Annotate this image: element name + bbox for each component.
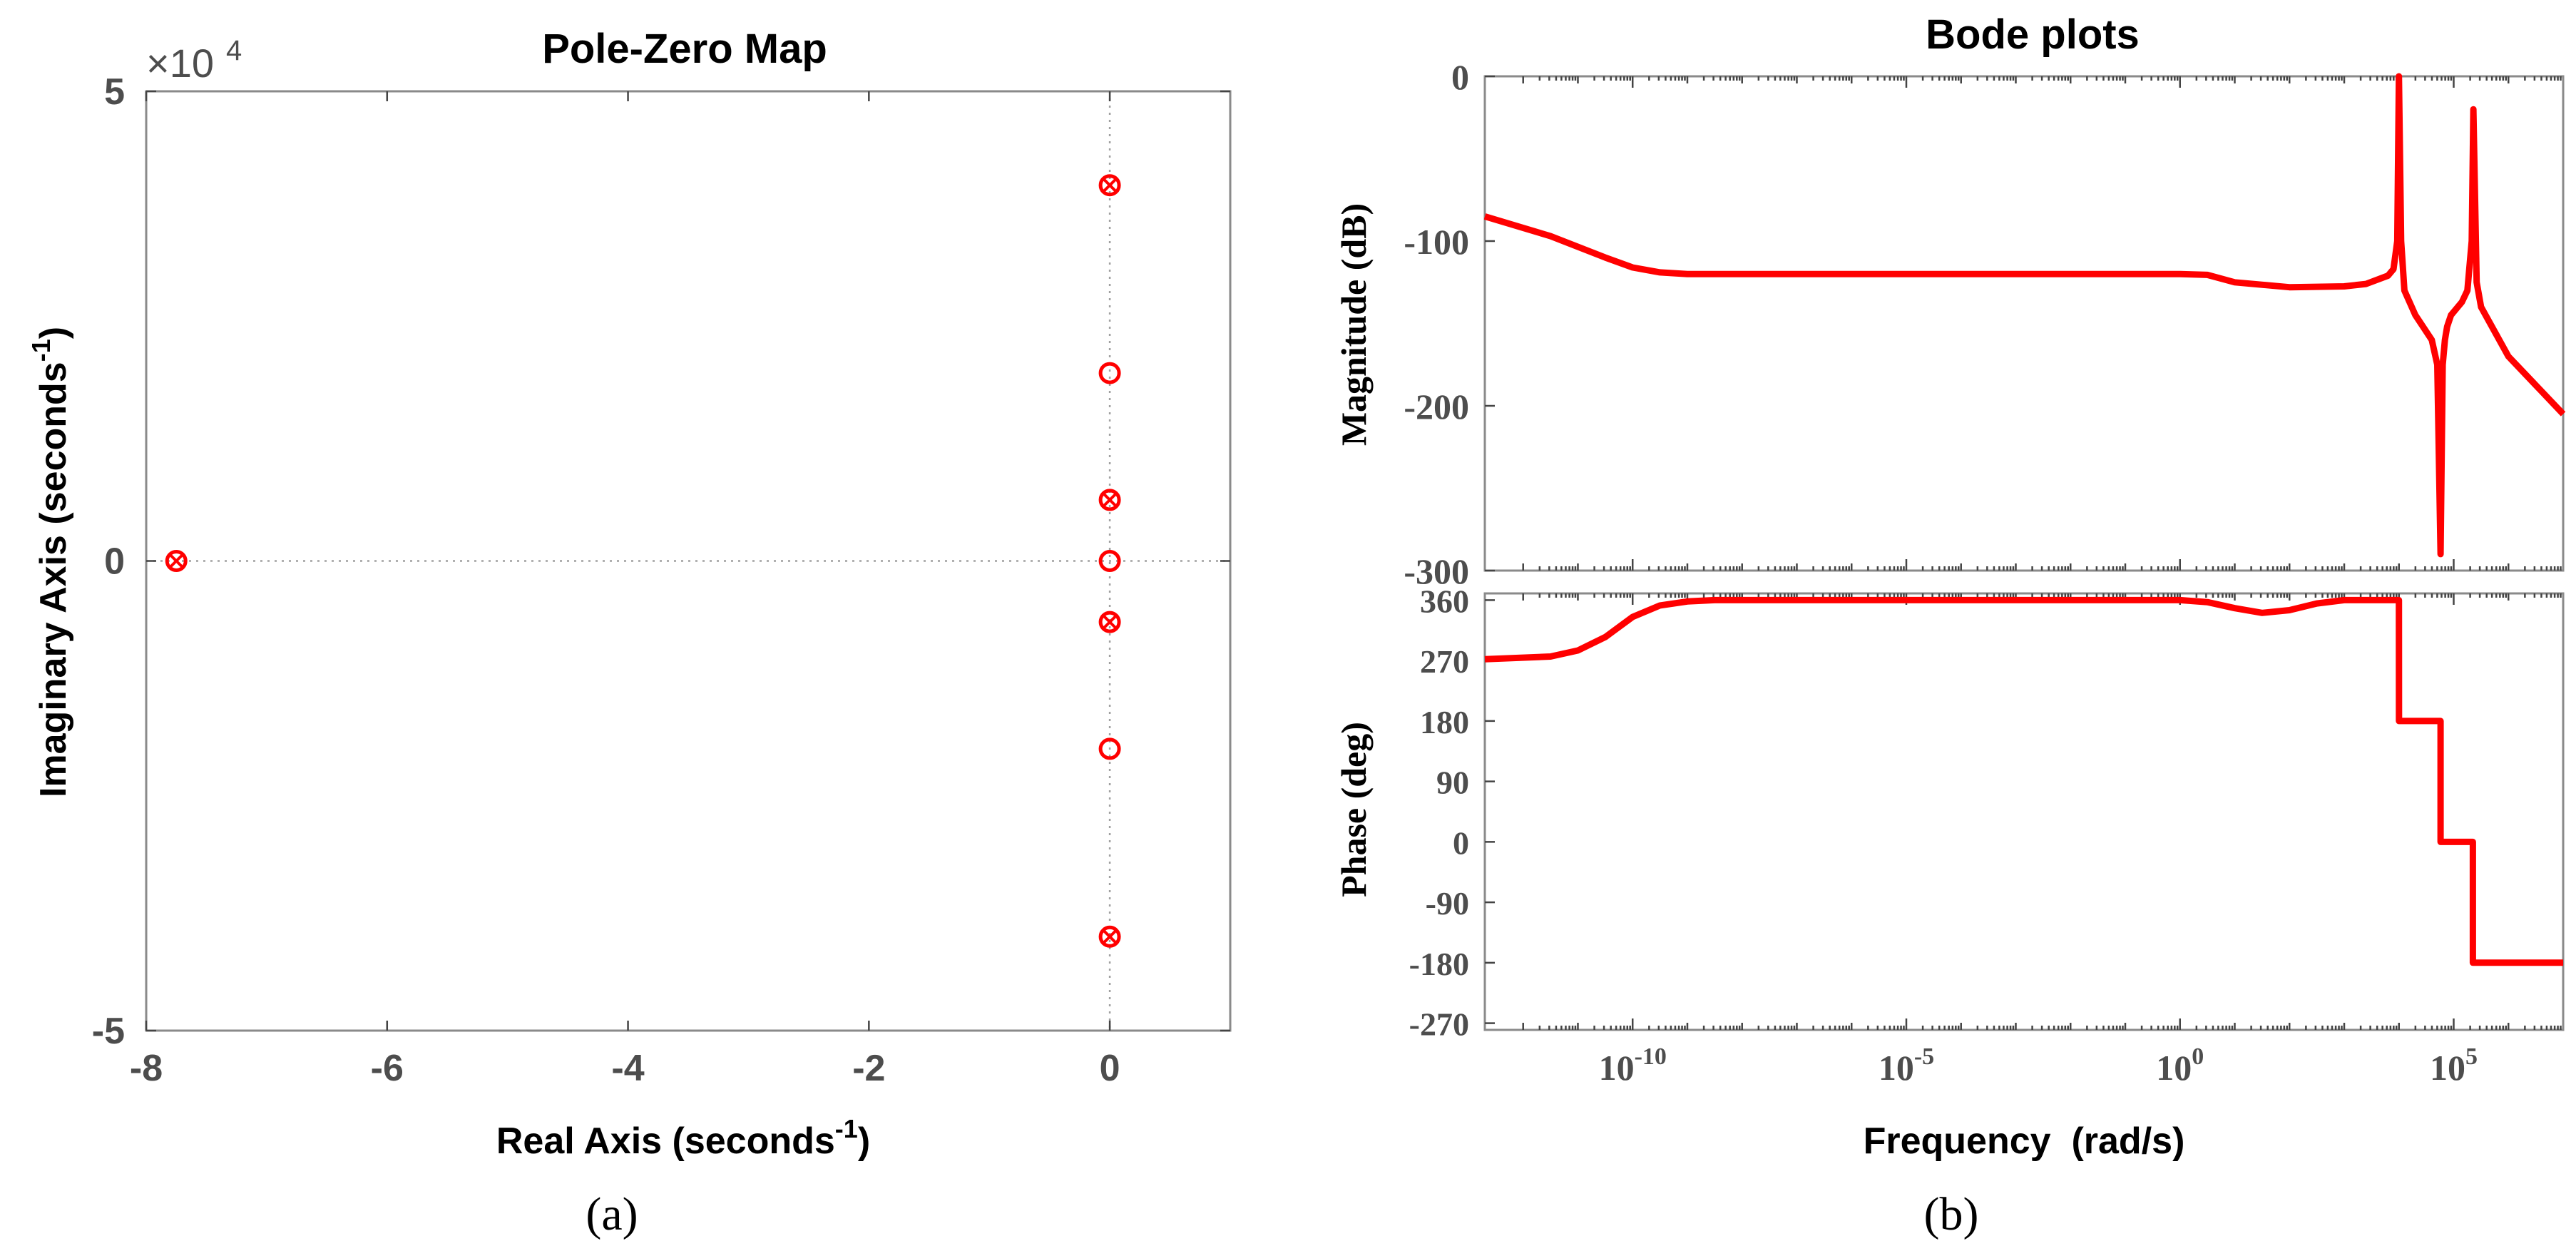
phase-ylabel: Phase (deg) — [1334, 722, 1374, 897]
zero-marker — [1098, 550, 1121, 572]
zero-marker — [165, 550, 188, 572]
pole-marker — [169, 554, 183, 568]
bode-xlabel: Frequency (rad/s) — [1864, 1120, 2185, 1162]
magnitude-ylabel: Magnitude (dB) — [1334, 203, 1374, 446]
bode-plots-chart: Bode plots 0 -100 -200 -300 360 270 180 90 0 -90… — [1334, 11, 2566, 1240]
zero-marker — [1098, 174, 1121, 197]
magnitude-y-ticks: 0 -100 -200 -300 — [1404, 57, 1495, 591]
pz-ylabel: Imaginary Axis (seconds-1) — [26, 327, 74, 797]
zero-marker — [1098, 737, 1121, 760]
bode-title: Bode plots — [1926, 11, 2140, 58]
bode-x-tick-label: 10-10 — [1599, 1043, 1667, 1088]
pz-ylabel-exp: -1 — [26, 339, 56, 362]
magnitude-plot-frame — [1483, 75, 2565, 572]
zero-marker — [1098, 611, 1121, 633]
bode-x-tick-label: 105 — [2430, 1043, 2478, 1088]
pz-xlabel-text: Real Axis (seconds — [496, 1120, 835, 1162]
pole-zero-title: Pole-Zero Map — [542, 26, 827, 72]
phase-y-tick-label: 0 — [1453, 824, 1469, 861]
pz-y-tick-label: -5 — [92, 1011, 125, 1052]
pole-marker-stroke — [1103, 615, 1117, 629]
phase-y-tick-label: -180 — [1409, 946, 1469, 982]
phase-y-tick-label: -270 — [1409, 1006, 1469, 1043]
caption-b: (b) — [1924, 1188, 1979, 1240]
pz-x-tick-label: 0 — [1100, 1048, 1120, 1089]
pz-y-multiplier: ×10 4 — [146, 35, 242, 86]
phase-plot-frame — [1483, 592, 2565, 1031]
bode-x-tick-label: 100 — [2156, 1043, 2204, 1088]
pz-x-tick-label: -8 — [130, 1048, 163, 1089]
phase-y-tick-label: 270 — [1420, 643, 1469, 680]
phase-y-ticks: 360 270 180 90 0 -90 -180 -270 — [1409, 583, 1495, 1043]
magnitude-y-tick-label: -300 — [1404, 551, 1469, 591]
pz-x-tick-label: -6 — [371, 1048, 404, 1089]
pole-marker-stroke — [1103, 929, 1117, 944]
pole-marker — [1103, 493, 1117, 507]
phase-y-tick-label: 180 — [1420, 704, 1469, 740]
pole-marker — [1103, 615, 1117, 629]
magnitude-y-tick-label: 0 — [1451, 57, 1469, 97]
caption-a: (a) — [586, 1188, 638, 1240]
pz-ylabel-text: Imaginary Axis (seconds — [33, 362, 74, 797]
pz-multiplier-text: ×10 — [146, 41, 214, 86]
pole-zero-map-chart: Pole-Zero Map ×10 4 -8 -6 -4 -2 0 -5 0 5 Real … — [26, 26, 1232, 1240]
pole-marker-stroke — [1103, 178, 1117, 193]
pz-x-ticks: -8 -6 -4 -2 0 — [130, 91, 1120, 1089]
pz-y-tick-label: 0 — [104, 541, 125, 583]
pz-x-tick-label: -4 — [611, 1048, 644, 1089]
pole-marker — [1103, 929, 1117, 944]
phase-y-tick-label: -90 — [1426, 885, 1469, 921]
zero-marker — [1098, 489, 1121, 511]
phase-y-tick-label: 90 — [1436, 765, 1469, 801]
pz-markers — [165, 174, 1121, 948]
magnitude-y-tick-label: -100 — [1404, 222, 1469, 262]
pz-x-tick-label: -2 — [852, 1048, 885, 1089]
zero-marker — [1098, 925, 1121, 948]
pz-xlabel-exp: -1 — [835, 1114, 858, 1143]
zero-marker — [1098, 362, 1121, 384]
bode-x-tick-label: 10-5 — [1879, 1043, 1934, 1088]
pole-marker — [1103, 178, 1117, 193]
pz-xlabel: Real Axis (seconds-1) — [496, 1114, 870, 1162]
pz-y-ticks: -5 0 5 — [92, 71, 1230, 1052]
phase-y-tick-label: 360 — [1420, 583, 1469, 619]
pz-y-tick-label: 5 — [104, 71, 125, 113]
pole-marker-stroke — [169, 554, 183, 568]
bode-x-ticks: 10-10 10-5 100 105 — [1522, 76, 2562, 1088]
phase-curve — [1484, 596, 2563, 966]
pz-multiplier-exp: 4 — [226, 35, 242, 66]
pole-marker-stroke — [1103, 493, 1117, 507]
magnitude-y-tick-label: -200 — [1404, 387, 1469, 427]
magnitude-curve — [1483, 73, 2566, 558]
